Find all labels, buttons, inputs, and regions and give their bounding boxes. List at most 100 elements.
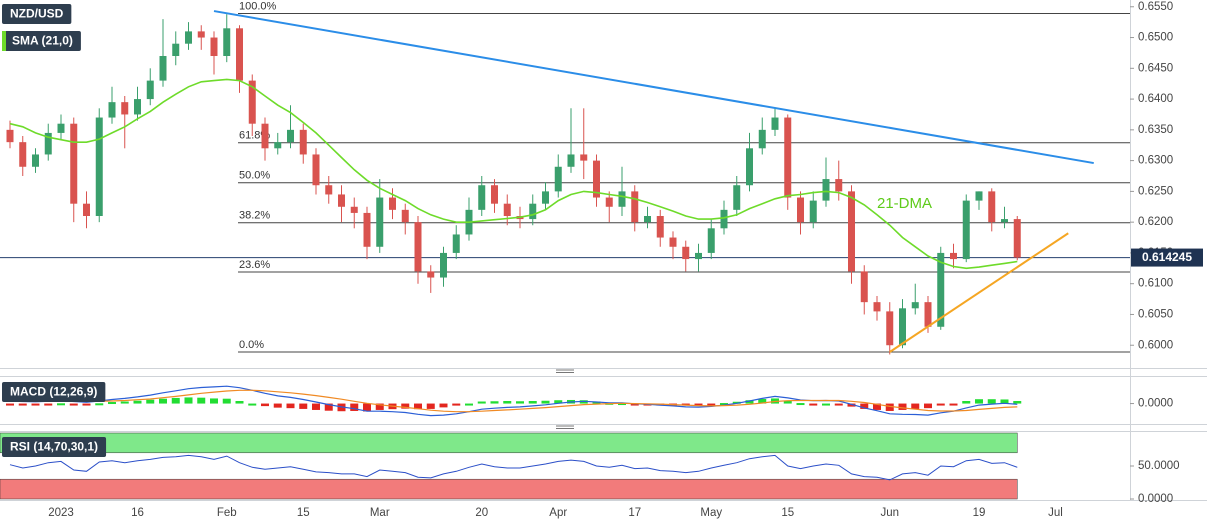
legend-box: [2, 382, 106, 402]
x-tick-label: Apr: [549, 507, 567, 519]
macd-histogram-bar: [95, 403, 104, 406]
candle-body: [529, 203, 537, 220]
x-tick-label: 17: [628, 507, 641, 519]
candle-body: [478, 185, 486, 210]
candle-body: [554, 166, 562, 192]
candle-body: [860, 271, 868, 303]
last-price-label: 0.614245: [1142, 250, 1192, 264]
macd-histogram-bar: [911, 403, 920, 409]
macd-histogram-bar: [936, 403, 945, 406]
y-tick-label: 0.6400: [1138, 93, 1173, 105]
candle-body: [542, 191, 549, 204]
candle-body: [491, 185, 498, 204]
candle-body: [134, 99, 141, 115]
x-tick-label: 15: [297, 507, 310, 519]
macd-histogram-bar: [503, 401, 512, 404]
macd-histogram-bar: [235, 401, 244, 404]
resize-handle[interactable]: [556, 369, 574, 429]
macd-histogram-bar: [694, 403, 703, 406]
y-tick-label: 0.6500: [1138, 32, 1173, 44]
macd-histogram-bar: [363, 403, 371, 412]
sma-line: [9, 78, 1018, 270]
candle-body: [848, 191, 855, 272]
rsi-band: [0, 478, 1018, 500]
x-tick-label: 2023: [48, 507, 74, 519]
candle-body: [236, 28, 243, 81]
macd-histogram-bar: [31, 403, 40, 406]
candle-body: [886, 311, 894, 346]
candle-body: [835, 179, 843, 192]
y-tick-label: 0.6450: [1138, 62, 1173, 74]
candle-body: [950, 252, 957, 260]
candle-body: [1013, 219, 1021, 258]
macd-histogram-bar: [324, 403, 333, 411]
macd-histogram-bar: [783, 400, 792, 404]
macd-histogram-bar: [847, 403, 856, 407]
macd-histogram-bar: [477, 401, 486, 404]
macd-histogram-bar: [885, 403, 894, 411]
candle-body: [325, 185, 333, 195]
x-tick-label: Feb: [217, 507, 237, 519]
legend-label: MACD (12,26,9): [10, 385, 97, 399]
macd-histogram-bar: [987, 399, 996, 404]
y-tick-label: 0.6350: [1138, 124, 1173, 136]
legend-swatch: [2, 31, 6, 51]
candle-body: [95, 117, 103, 216]
macd-histogram-bar: [834, 403, 843, 406]
candle-body: [32, 154, 39, 167]
macd-histogram-bar: [69, 403, 78, 406]
candle-body: [784, 117, 792, 198]
candle-body: [248, 80, 256, 124]
macd-histogram-bar: [210, 398, 218, 404]
macd-histogram-bar: [1013, 401, 1022, 404]
candle-body: [631, 191, 639, 223]
macd-histogram-bar: [184, 397, 193, 404]
legend-item: NZD/USD: [2, 4, 72, 24]
macd-histogram-bar: [796, 403, 805, 406]
candle-body: [376, 197, 384, 247]
y-tick-label: 0.6100: [1138, 278, 1173, 290]
candle-body: [414, 222, 422, 272]
candle-body: [427, 271, 435, 278]
candle-body: [809, 200, 817, 223]
candle-body: [771, 117, 779, 130]
candle-body: [924, 302, 932, 327]
candle-body: [644, 216, 651, 223]
macd-histogram-bar: [261, 403, 269, 407]
fib-label: 38.2%: [239, 210, 270, 222]
candle-body: [733, 185, 741, 210]
x-tick-label: 15: [781, 507, 794, 519]
macd-histogram-bar: [273, 403, 282, 408]
macd-histogram-bar: [618, 403, 626, 406]
legend-label: SMA (21,0): [12, 34, 73, 48]
candle-body: [185, 31, 192, 44]
y-tick-label: 0.6000: [1138, 339, 1173, 351]
legend-item: RSI (14,70,30,1): [2, 437, 107, 457]
candle-body: [6, 129, 14, 143]
macd-histogram-bar: [248, 403, 257, 406]
candle-body: [452, 234, 460, 253]
macd-histogram-bar: [6, 403, 14, 406]
y-tick-label: 0.6550: [1138, 1, 1173, 13]
trendline: [213, 10, 1094, 165]
candle-body: [83, 203, 90, 216]
candle-body: [746, 148, 753, 186]
macd-histogram-bar: [133, 400, 142, 404]
macd-histogram-bar: [146, 399, 155, 404]
candle-body: [1001, 219, 1008, 223]
macd-histogram-bar: [197, 397, 206, 404]
macd-histogram-bar: [630, 403, 639, 406]
candle-body: [669, 237, 677, 247]
macd-histogram-bar: [312, 403, 320, 410]
candle-body: [899, 308, 906, 346]
x-tick-label: 20: [475, 507, 488, 519]
macd-histogram-bar: [541, 400, 550, 404]
candle-body: [567, 154, 575, 167]
candle-body: [261, 123, 269, 149]
macd-histogram-bar: [720, 403, 728, 406]
candle-body: [720, 209, 728, 229]
candle-body: [873, 302, 881, 312]
macd-histogram-bar: [18, 403, 27, 406]
x-tick-label: 19: [973, 507, 986, 519]
candle-body: [57, 123, 65, 133]
